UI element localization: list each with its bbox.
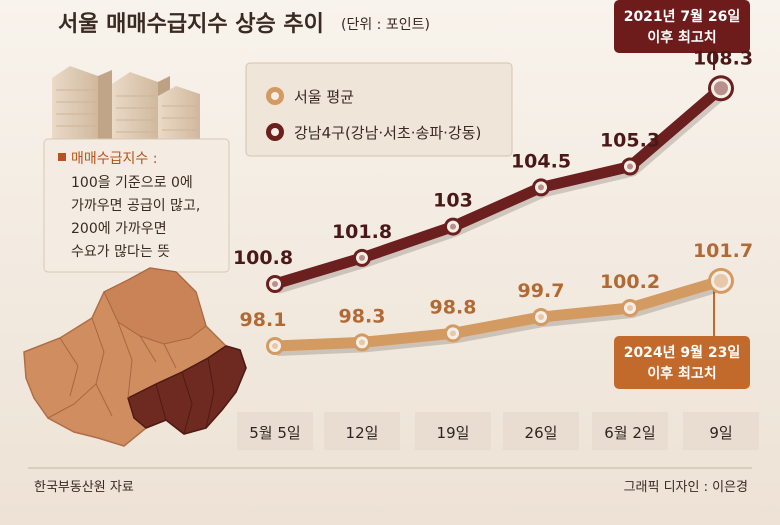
note-heading: 매매수급지수 : <box>71 151 157 167</box>
data-point-gangnam <box>266 275 284 293</box>
callout-text: 2021년 7월 26일 <box>624 8 741 25</box>
data-point-seoul <box>266 337 284 355</box>
data-label: 100.8 <box>233 247 293 269</box>
x-tick-label: 12일 <box>346 424 379 442</box>
data-label: 99.7 <box>518 280 565 302</box>
note-line: 100을 기준으로 0에 <box>71 175 193 191</box>
data-label: 101.8 <box>332 221 392 243</box>
callout-text: 이후 최고치 <box>647 365 716 382</box>
callout-record-bottom: 2024년 9월 23일 이후 최고치 <box>614 288 750 389</box>
data-label: 103 <box>433 190 473 212</box>
data-point-seoul <box>621 298 639 317</box>
source-text: 한국부동산원 자료 <box>34 480 134 495</box>
data-point-gangnam <box>708 75 734 102</box>
x-tick-box <box>592 412 668 450</box>
legend-label: 서울 평균 <box>294 88 354 106</box>
chart-unit: (단위 : 포인트) <box>341 17 430 33</box>
legend-item-seoul: 서울 평균 <box>266 87 354 106</box>
x-tick-label: 19일 <box>437 424 470 442</box>
x-tick-box <box>324 412 400 450</box>
data-label: 105.3 <box>600 130 660 152</box>
data-label: 98.3 <box>339 305 386 327</box>
note-line: 가까우면 공급이 많고, <box>71 198 200 214</box>
data-point-seoul <box>708 267 734 294</box>
x-axis: 5월 5일 12일 19일 26일 6월 2일 9일 <box>237 412 759 450</box>
data-label: 101.7 <box>693 240 753 262</box>
series-points <box>266 75 734 355</box>
data-point-seoul <box>532 308 550 327</box>
buildings-illustration <box>52 66 200 148</box>
data-point-seoul <box>353 333 371 352</box>
data-point-gangnam <box>444 217 462 236</box>
x-tick-label: 5월 5일 <box>249 424 300 442</box>
callout-text: 이후 최고치 <box>647 29 716 46</box>
data-point-gangnam <box>621 157 639 176</box>
series-line-seoul <box>269 275 727 352</box>
x-tick-label: 6월 2일 <box>604 424 655 442</box>
data-label: 98.1 <box>240 309 287 331</box>
series-line-gangnam <box>269 82 727 290</box>
data-label: 98.8 <box>430 296 477 318</box>
data-point-gangnam <box>532 178 550 197</box>
data-labels: 100.8 101.8 103 104.5 105.3 108.3 98.1 98.3 98.8… <box>233 47 753 331</box>
data-label: 108.3 <box>693 47 753 69</box>
legend-item-gangnam: 강남4구(강남·서초·송파·강동) <box>266 123 481 142</box>
definition-note: 매매수급지수 : 100을 기준으로 0에 가까우면 공급이 많고, 200에 … <box>43 138 230 273</box>
x-tick-box <box>237 412 313 450</box>
note-line: 200에 가까우면 <box>71 221 167 237</box>
data-label: 100.2 <box>600 271 660 293</box>
legend: 서울 평균 강남4구(강남·서초·송파·강동) <box>245 62 513 157</box>
data-point-gangnam <box>353 248 371 267</box>
series-lines <box>269 82 728 356</box>
x-tick-label: 26일 <box>525 424 558 442</box>
callout-text: 2024년 9월 23일 <box>624 344 741 361</box>
chart-title: 서울 매매수급지수 상승 추이 <box>58 12 324 37</box>
x-tick-box <box>503 412 579 450</box>
data-point-seoul <box>444 324 462 343</box>
data-label: 104.5 <box>511 150 571 172</box>
note-line: 수요가 많다는 뜻 <box>71 244 170 260</box>
credit-text: 그래픽 디자인 : 이은경 <box>624 480 748 495</box>
callout-record-top: 2021년 7월 26일 이후 최고치 <box>614 0 750 70</box>
seoul-map-illustration <box>23 267 247 447</box>
x-tick-label: 9일 <box>709 424 732 442</box>
x-tick-box <box>683 412 759 450</box>
x-tick-box <box>415 412 491 450</box>
legend-label: 강남4구(강남·서초·송파·강동) <box>294 124 481 142</box>
